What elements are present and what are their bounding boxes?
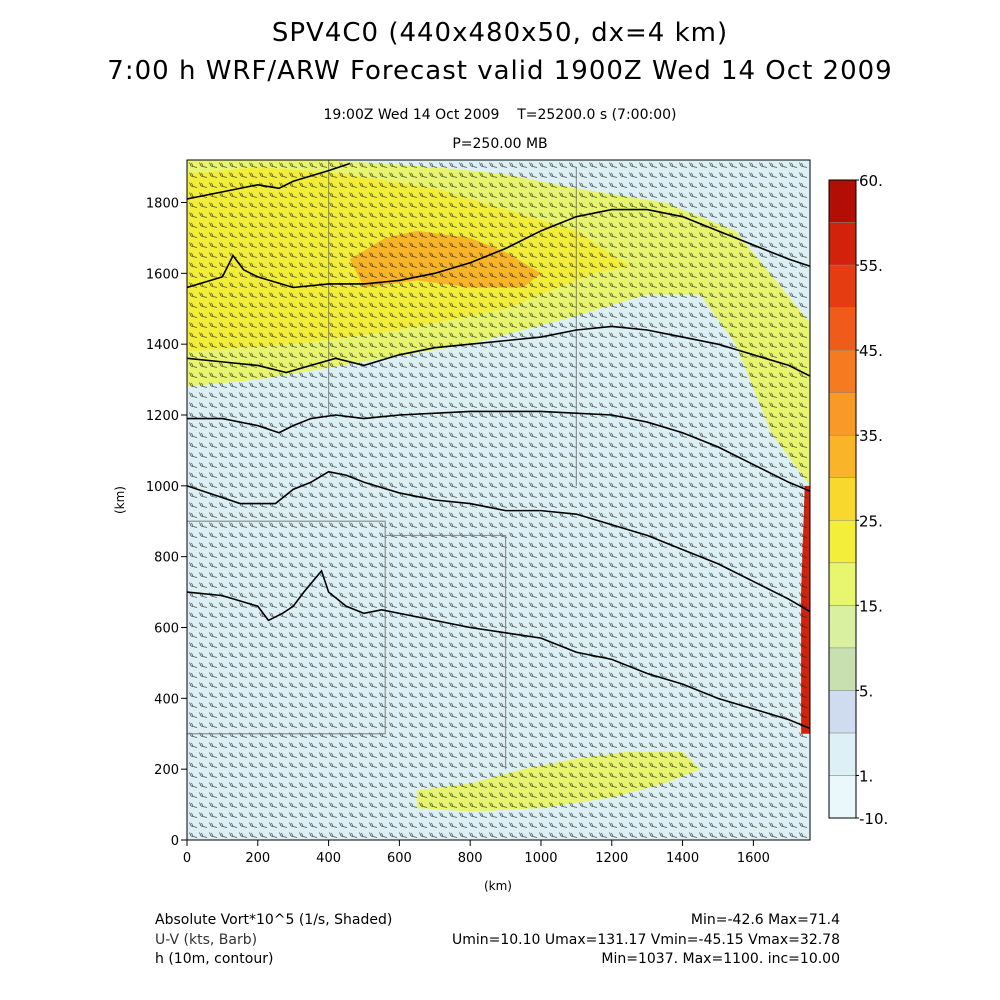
height-contour-1 (187, 470, 810, 613)
colorbar-label: 55. (859, 257, 883, 275)
colorbar-label: 5. (859, 682, 873, 700)
colorbar-swatch (828, 222, 857, 266)
colorbar-swatch (828, 520, 857, 564)
y-tick-label: 800 (154, 551, 179, 566)
height-contour-5 (187, 162, 351, 200)
colorbar-swatch (828, 562, 857, 606)
colorbar-swatch (828, 392, 857, 436)
x-tick-label: 1600 (737, 851, 770, 866)
title-line-2: 7:00 h WRF/ARW Forecast valid 1900Z Wed … (107, 56, 893, 86)
colorbar-swatch (828, 775, 857, 819)
colorbar-swatch (828, 434, 857, 478)
vorticity-field-south_green (417, 751, 701, 812)
plot-frame (186, 159, 811, 841)
colorbar-swatch (828, 690, 857, 734)
colorbar-swatch (828, 264, 857, 308)
footer-stats-3: Min=1037. Max=1100. inc=10.00 (601, 951, 840, 967)
title-line-1: SPV4C0 (440x480x50, dx=4 km) (271, 18, 729, 48)
x-tick-label: 1000 (524, 851, 557, 866)
y-tick-label: 400 (154, 692, 179, 707)
x-tick-label: 400 (316, 851, 341, 866)
footer-field-3: h (10m, contour) (155, 951, 274, 967)
y-axis-label: (km) (113, 486, 127, 514)
colorbar-swatch (828, 477, 857, 521)
height-contour-4 (187, 208, 810, 289)
x-tick-label: 800 (458, 851, 483, 866)
x-tick-label: 200 (245, 851, 270, 866)
colorbar-swatch (828, 647, 857, 691)
colorbar-label: 35. (859, 427, 883, 445)
x-tick-label: 1200 (595, 851, 628, 866)
x-axis-label: (km) (484, 879, 512, 893)
x-tick-label: 0 (183, 851, 191, 866)
footer-stats-2: Umin=10.10 Umax=131.17 Vmin=-45.15 Vmax=… (451, 932, 840, 948)
y-tick-label: 600 (154, 622, 179, 637)
vorticity-field-orange_streak (349, 230, 541, 288)
footer-field-1: Absolute Vort*10^5 (1/s, Shaded) (155, 912, 393, 928)
colorbar-label: 1. (859, 767, 873, 785)
y-tick-label: 200 (154, 763, 179, 778)
colorbar-swatch (828, 307, 857, 351)
colorbar-label: 25. (859, 512, 883, 530)
colorbar-label: 60. (859, 172, 883, 190)
y-tick-label: 0 (171, 834, 179, 849)
colorbar: 60. 55. 45. 35. 25. 15. 5. 1. -10. (828, 172, 888, 828)
y-tick-label: 1400 (146, 338, 179, 353)
state-boundaries (187, 160, 577, 770)
colorbar-swatch (828, 179, 857, 223)
subtitle-time: 19:00Z Wed 14 Oct 2009 T=25200.0 s (7:00… (323, 107, 677, 123)
colorbar-label: 15. (859, 597, 883, 615)
height-contour-0 (187, 569, 810, 730)
y-tick-label: 1600 (146, 267, 179, 282)
x-tick-label: 1400 (666, 851, 699, 866)
y-tick-label: 1800 (146, 197, 179, 212)
colorbar-label: -10. (859, 810, 888, 828)
colorbar-swatch (828, 349, 857, 393)
y-tick-label: 1200 (146, 409, 179, 424)
height-contour-3 (187, 325, 810, 377)
y-tick-label: 1000 (146, 480, 179, 495)
x-tick-label: 600 (387, 851, 412, 866)
wind-barbs (189, 162, 808, 838)
colorbar-swatch (828, 732, 857, 776)
subtitle-level: P=250.00 MB (452, 136, 548, 152)
height-contour-2 (187, 410, 810, 492)
footer-stats-1: Min=-42.6 Max=71.4 (690, 912, 840, 928)
footer-field-2: U-V (kts, Barb) (155, 932, 258, 948)
colorbar-swatch (828, 605, 857, 649)
colorbar-label: 45. (859, 342, 883, 360)
